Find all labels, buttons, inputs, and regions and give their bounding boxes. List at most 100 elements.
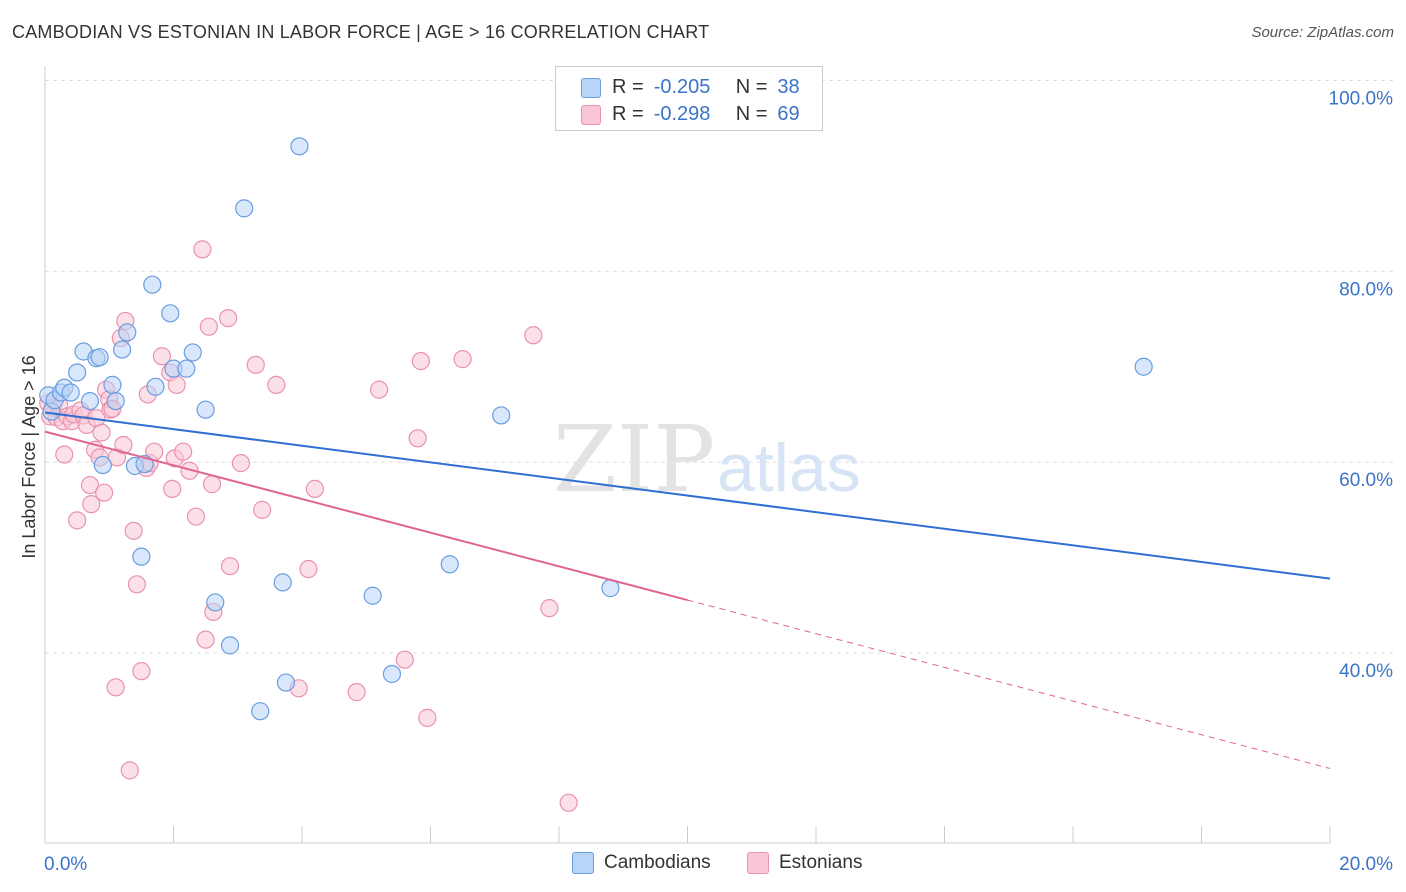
- y-tick-label: 60.0%: [1339, 470, 1393, 491]
- cambodians-point: [290, 137, 309, 156]
- estonians-point: [453, 350, 472, 369]
- n-value: 69: [777, 102, 800, 125]
- estonians-point: [253, 500, 272, 519]
- estonians-point: [163, 479, 182, 498]
- estonians-point: [167, 375, 186, 394]
- estonians-point: [418, 708, 437, 727]
- r-value: -0.298: [653, 102, 711, 125]
- cambodians-point: [106, 392, 125, 411]
- y-axis-title: In Labor Force | Age > 16: [19, 355, 39, 558]
- n-label: N =: [735, 75, 768, 98]
- estonians-point: [559, 793, 578, 812]
- estonians-trend-extension: [687, 599, 1331, 769]
- cambodians-point: [273, 573, 292, 592]
- estonians-point: [55, 445, 74, 464]
- legend-label-estonians: Estonians: [779, 852, 863, 873]
- estonians-point: [267, 375, 286, 394]
- cambodians-point: [118, 323, 137, 342]
- cambodians-point: [183, 343, 202, 362]
- estonians-point: [246, 355, 265, 374]
- estonians-point: [370, 380, 389, 399]
- estonians-point: [196, 630, 215, 649]
- estonians-point: [411, 351, 430, 371]
- cambodians-trend-line: [44, 411, 1331, 580]
- estonians-point: [92, 423, 111, 442]
- watermark-atlas: atlas: [717, 430, 861, 506]
- tick-labels: 100.0% 80.0% 60.0% 40.0% 0.0% 20.0% In Labor F…: [19, 89, 1393, 876]
- estonians-point: [395, 650, 414, 669]
- r-label: R =: [612, 102, 644, 125]
- cambodians-point: [235, 199, 254, 218]
- y-tick-label: 100.0%: [1329, 89, 1394, 110]
- cambodians-point: [220, 636, 240, 655]
- estonians-point: [202, 475, 222, 494]
- estonians-point: [120, 761, 139, 780]
- estonians-point: [114, 435, 133, 455]
- n-label: N =: [735, 102, 768, 125]
- y-tick-label: 40.0%: [1339, 661, 1393, 682]
- series-legend: Cambodians Estonians: [0, 852, 1406, 876]
- estonians-swatch: [581, 105, 601, 125]
- estonians-point: [124, 521, 143, 540]
- chart-title: CAMBODIAN VS ESTONIAN IN LABOR FORCE | A…: [12, 22, 710, 42]
- cambodians-point: [251, 702, 270, 721]
- cambodians-point: [440, 555, 459, 574]
- estonians-legend-swatch: [747, 852, 769, 874]
- x-tick-label: 0.0%: [44, 854, 87, 875]
- estonians-point: [127, 575, 146, 594]
- cambodians-point: [196, 400, 215, 419]
- axis-layer: [44, 66, 1331, 844]
- cambodians-point: [132, 547, 151, 566]
- estonians-point: [174, 442, 193, 461]
- cambodians-legend-swatch: [572, 852, 594, 874]
- estonians-point: [68, 511, 87, 530]
- estonians-point: [231, 454, 251, 473]
- trend-lines: [44, 411, 1331, 769]
- estonians-point: [524, 326, 543, 345]
- x-tick-label: 20.0%: [1339, 854, 1393, 875]
- cambodians-point: [61, 383, 80, 402]
- chart-source: Source: ZipAtlas.com: [1251, 24, 1394, 41]
- estonians-point: [220, 557, 240, 576]
- estonians-trend-line: [44, 430, 688, 602]
- cambodians-point: [1134, 357, 1153, 376]
- cambodians-point: [382, 664, 402, 684]
- estonians-point: [193, 240, 212, 259]
- estonians-point: [305, 479, 324, 498]
- cambodians-points: [39, 137, 1153, 721]
- estonians-point: [82, 495, 101, 514]
- legend-row-estonians: R = -0.298 N = 69: [582, 101, 800, 127]
- estonians-points: [39, 240, 578, 812]
- r-value: -0.205: [653, 75, 711, 98]
- legend-item-cambodians[interactable]: Cambodians: [572, 852, 711, 874]
- watermark: ZIP atlas: [553, 406, 861, 513]
- cambodians-point: [93, 455, 112, 475]
- legend-label-cambodians: Cambodians: [604, 852, 711, 873]
- cambodians-point: [68, 363, 87, 382]
- estonians-point: [408, 429, 427, 448]
- estonians-point: [80, 475, 100, 495]
- cambodians-point: [112, 340, 132, 359]
- estonians-point: [299, 559, 318, 579]
- estonians-point: [219, 308, 238, 328]
- cambodians-point: [146, 377, 165, 396]
- cambodians-swatch: [581, 78, 601, 98]
- y-tick-label: 80.0%: [1339, 279, 1393, 300]
- legend-item-estonians[interactable]: Estonians: [747, 852, 862, 874]
- cambodians-point: [276, 673, 296, 692]
- estonians-point: [132, 662, 151, 681]
- r-label: R =: [612, 75, 644, 98]
- cambodians-point: [143, 275, 162, 294]
- estonians-point: [186, 507, 206, 526]
- cambodians-point: [177, 359, 196, 378]
- estonians-point: [152, 347, 172, 366]
- n-value: 38: [777, 75, 800, 98]
- cambodians-point: [90, 348, 109, 367]
- cambodians-point: [363, 586, 382, 605]
- estonians-point: [540, 599, 559, 618]
- cambodians-point: [492, 406, 511, 425]
- estonians-point: [106, 678, 125, 697]
- estonians-point: [199, 317, 218, 336]
- legend-row-cambodians: R = -0.205 N = 38: [582, 74, 800, 100]
